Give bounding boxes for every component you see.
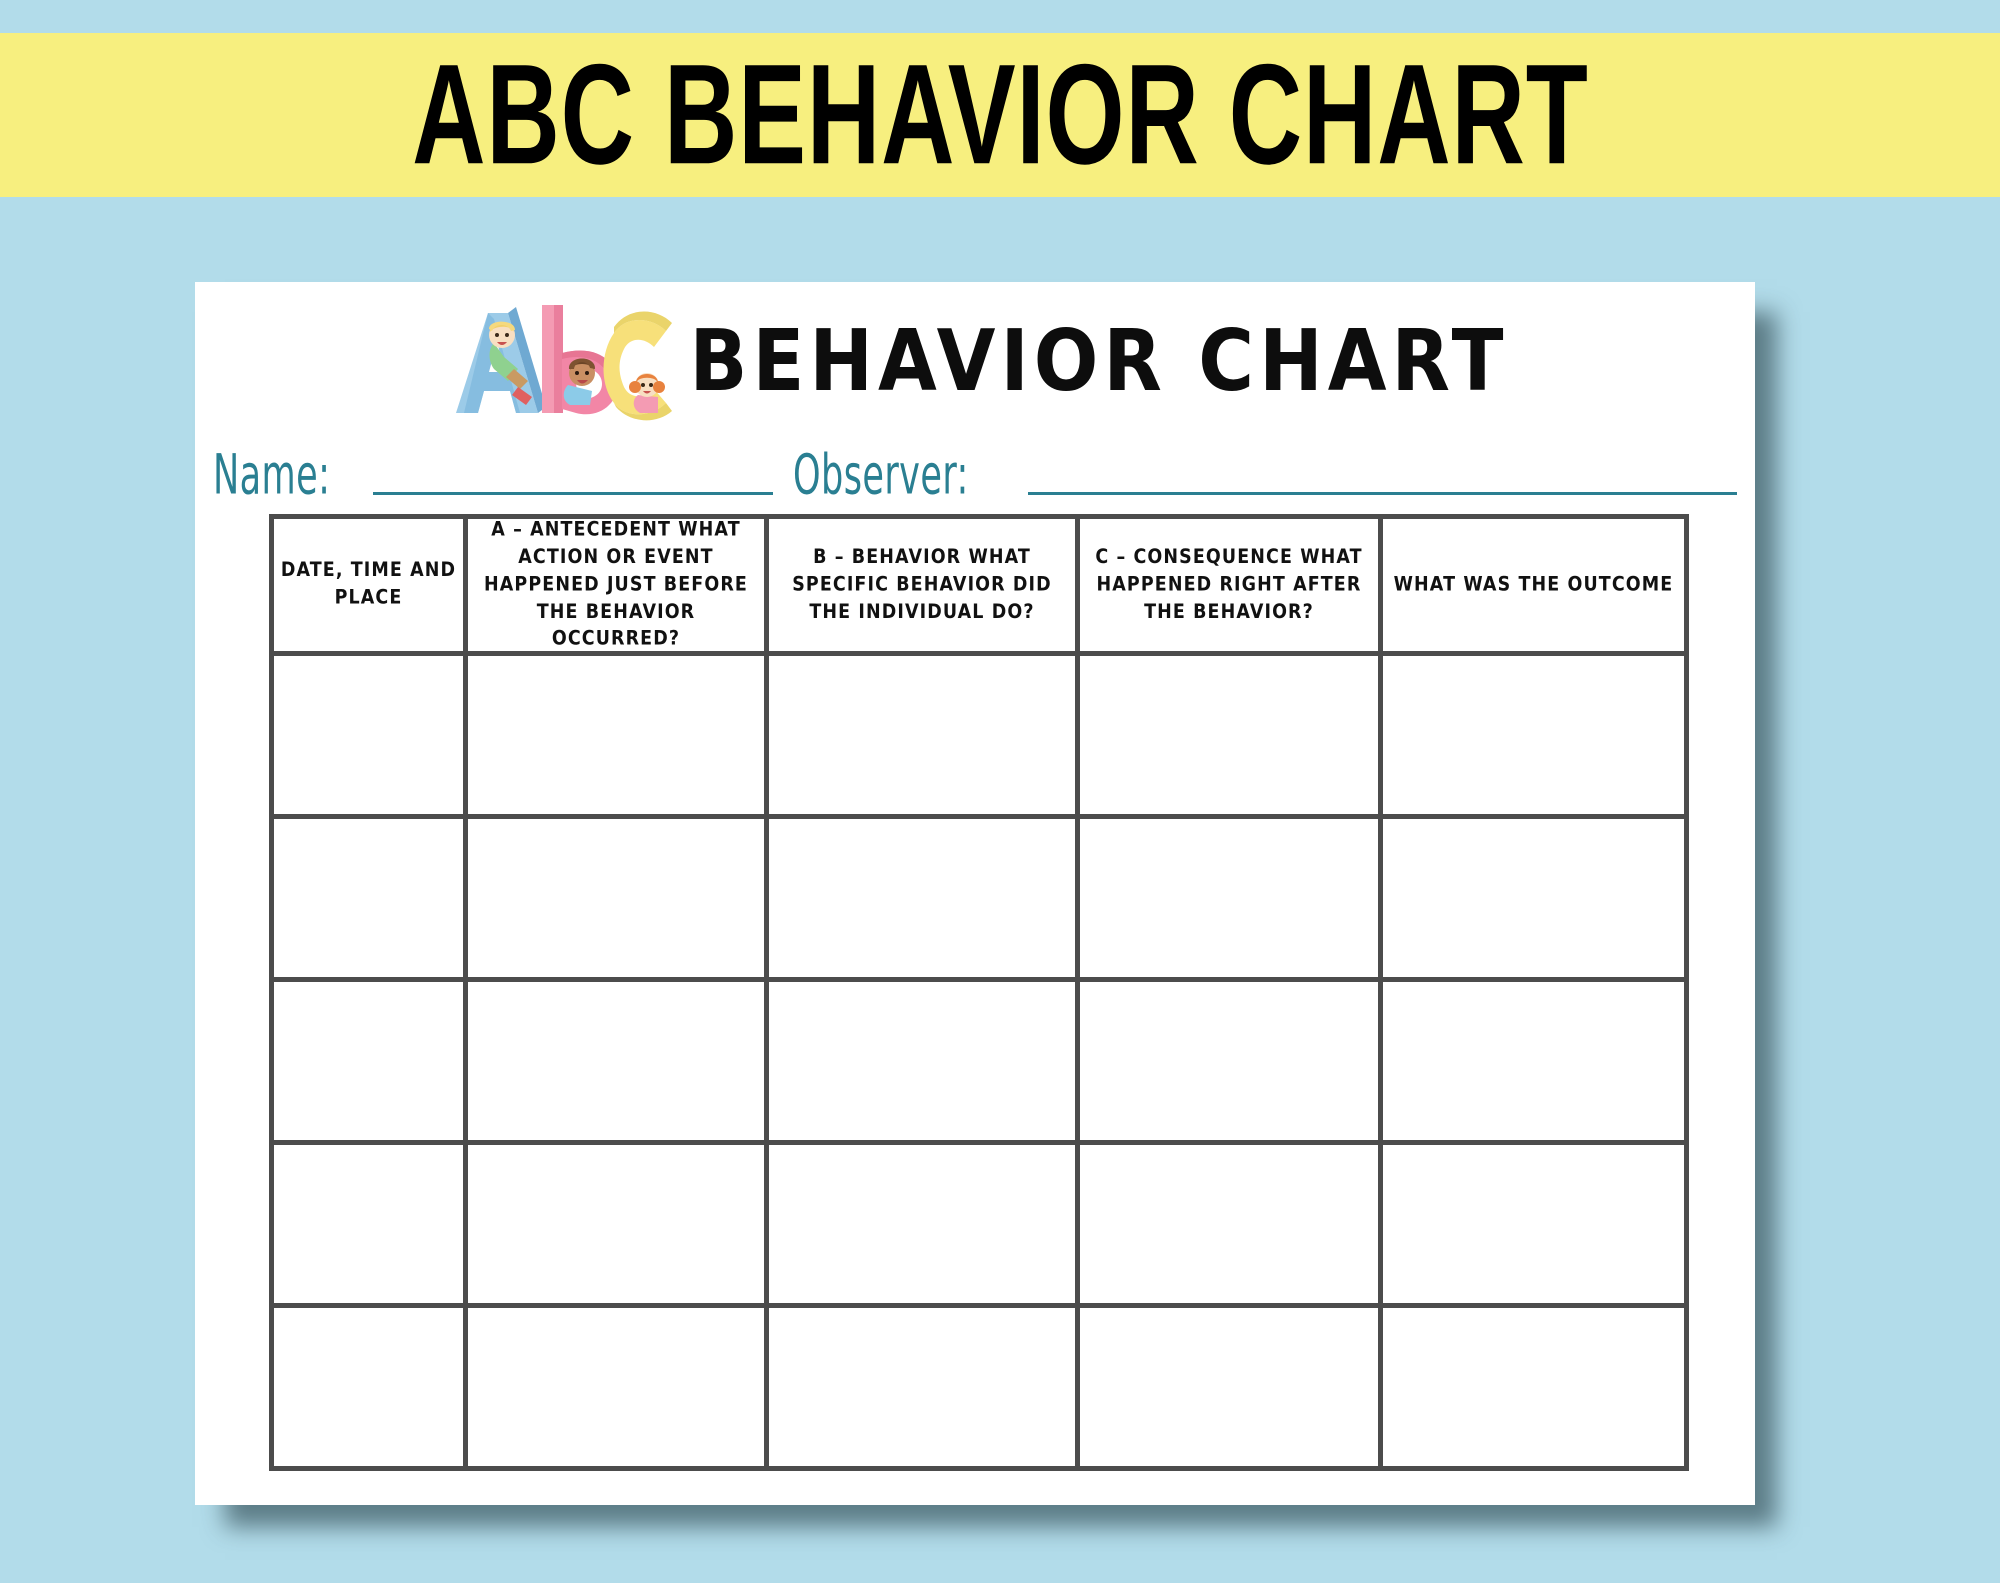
name-input[interactable] [373, 492, 773, 495]
cell-date[interactable] [269, 1140, 468, 1309]
column-header-antecedent: A – ANTECEDENT WHAT ACTION OR EVENT HAPP… [463, 513, 769, 657]
cell-consequence[interactable] [1075, 977, 1383, 1146]
top-banner: ABC BEHAVIOR CHART [0, 33, 2000, 197]
observer-field-group: Observer: [793, 447, 1737, 502]
cell-date[interactable] [269, 1303, 468, 1472]
abc-log-table: DATE, TIME AND PLACE A – ANTECEDENT WHAT… [269, 513, 1689, 1472]
table-row [269, 814, 1689, 983]
cell-consequence[interactable] [1075, 814, 1383, 983]
cell-outcome[interactable] [1378, 977, 1689, 1146]
child-redhead-icon [628, 373, 665, 413]
column-header-consequence-label: C – CONSEQUENCE WHAT HAPPENED RIGHT AFTE… [1095, 546, 1363, 623]
cell-behavior[interactable] [764, 1303, 1080, 1472]
table-row [269, 1303, 1689, 1472]
cell-outcome[interactable] [1378, 1140, 1689, 1309]
column-header-consequence: C – CONSEQUENCE WHAT HAPPENED RIGHT AFTE… [1075, 513, 1383, 657]
cell-antecedent[interactable] [463, 1140, 769, 1309]
cell-outcome[interactable] [1378, 814, 1689, 983]
cell-antecedent[interactable] [463, 814, 769, 983]
observer-input[interactable] [1028, 492, 1737, 495]
column-header-antecedent-label: A – ANTECEDENT WHAT ACTION OR EVENT HAPP… [484, 518, 748, 651]
column-header-behavior: B – BEHAVIOR WHAT SPECIFIC BEHAVIOR DID … [764, 513, 1080, 657]
page-title: BEHAVIOR CHART [689, 310, 1509, 411]
table-row [269, 977, 1689, 1146]
table-header-row: DATE, TIME AND PLACE A – ANTECEDENT WHAT… [269, 513, 1689, 657]
cell-behavior[interactable] [764, 977, 1080, 1146]
cell-behavior[interactable] [764, 651, 1080, 820]
cell-antecedent[interactable] [463, 651, 769, 820]
abc-blocks-logo [455, 305, 672, 421]
name-label: Name: [213, 442, 331, 507]
cell-consequence[interactable] [1075, 1140, 1383, 1309]
name-field-group: Name: [213, 447, 773, 502]
cell-antecedent[interactable] [463, 977, 769, 1146]
cell-outcome[interactable] [1378, 1303, 1689, 1472]
cell-date[interactable] [269, 651, 468, 820]
table-row [269, 1140, 1689, 1309]
observer-label: Observer: [793, 442, 969, 507]
child-brunette-icon [563, 358, 595, 405]
cell-consequence[interactable] [1075, 1303, 1383, 1472]
column-header-outcome: WHAT WAS THE OUTCOME [1378, 513, 1689, 657]
fields-row: Name: Observer: [213, 432, 1737, 502]
letter-c-block [603, 311, 672, 421]
banner-title: ABC BEHAVIOR CHART [411, 35, 1589, 195]
cell-antecedent[interactable] [463, 1303, 769, 1472]
table-row [269, 651, 1689, 820]
worksheet-card: BEHAVIOR CHART Name: Observer: DATE, TIM… [195, 282, 1755, 1505]
cell-behavior[interactable] [764, 1140, 1080, 1309]
worksheet-heading-row: BEHAVIOR CHART [195, 296, 1755, 426]
column-header-outcome-label: WHAT WAS THE OUTCOME [1393, 573, 1674, 596]
column-header-date-label: DATE, TIME AND PLACE [280, 559, 457, 610]
cell-date[interactable] [269, 977, 468, 1146]
cell-outcome[interactable] [1378, 651, 1689, 820]
cell-consequence[interactable] [1075, 651, 1383, 820]
column-header-behavior-label: B – BEHAVIOR WHAT SPECIFIC BEHAVIOR DID … [792, 546, 1052, 623]
column-header-date: DATE, TIME AND PLACE [269, 513, 468, 657]
table-body [269, 651, 1689, 1472]
cell-date[interactable] [269, 814, 468, 983]
child-blond-icon [488, 321, 532, 405]
cell-behavior[interactable] [764, 814, 1080, 983]
